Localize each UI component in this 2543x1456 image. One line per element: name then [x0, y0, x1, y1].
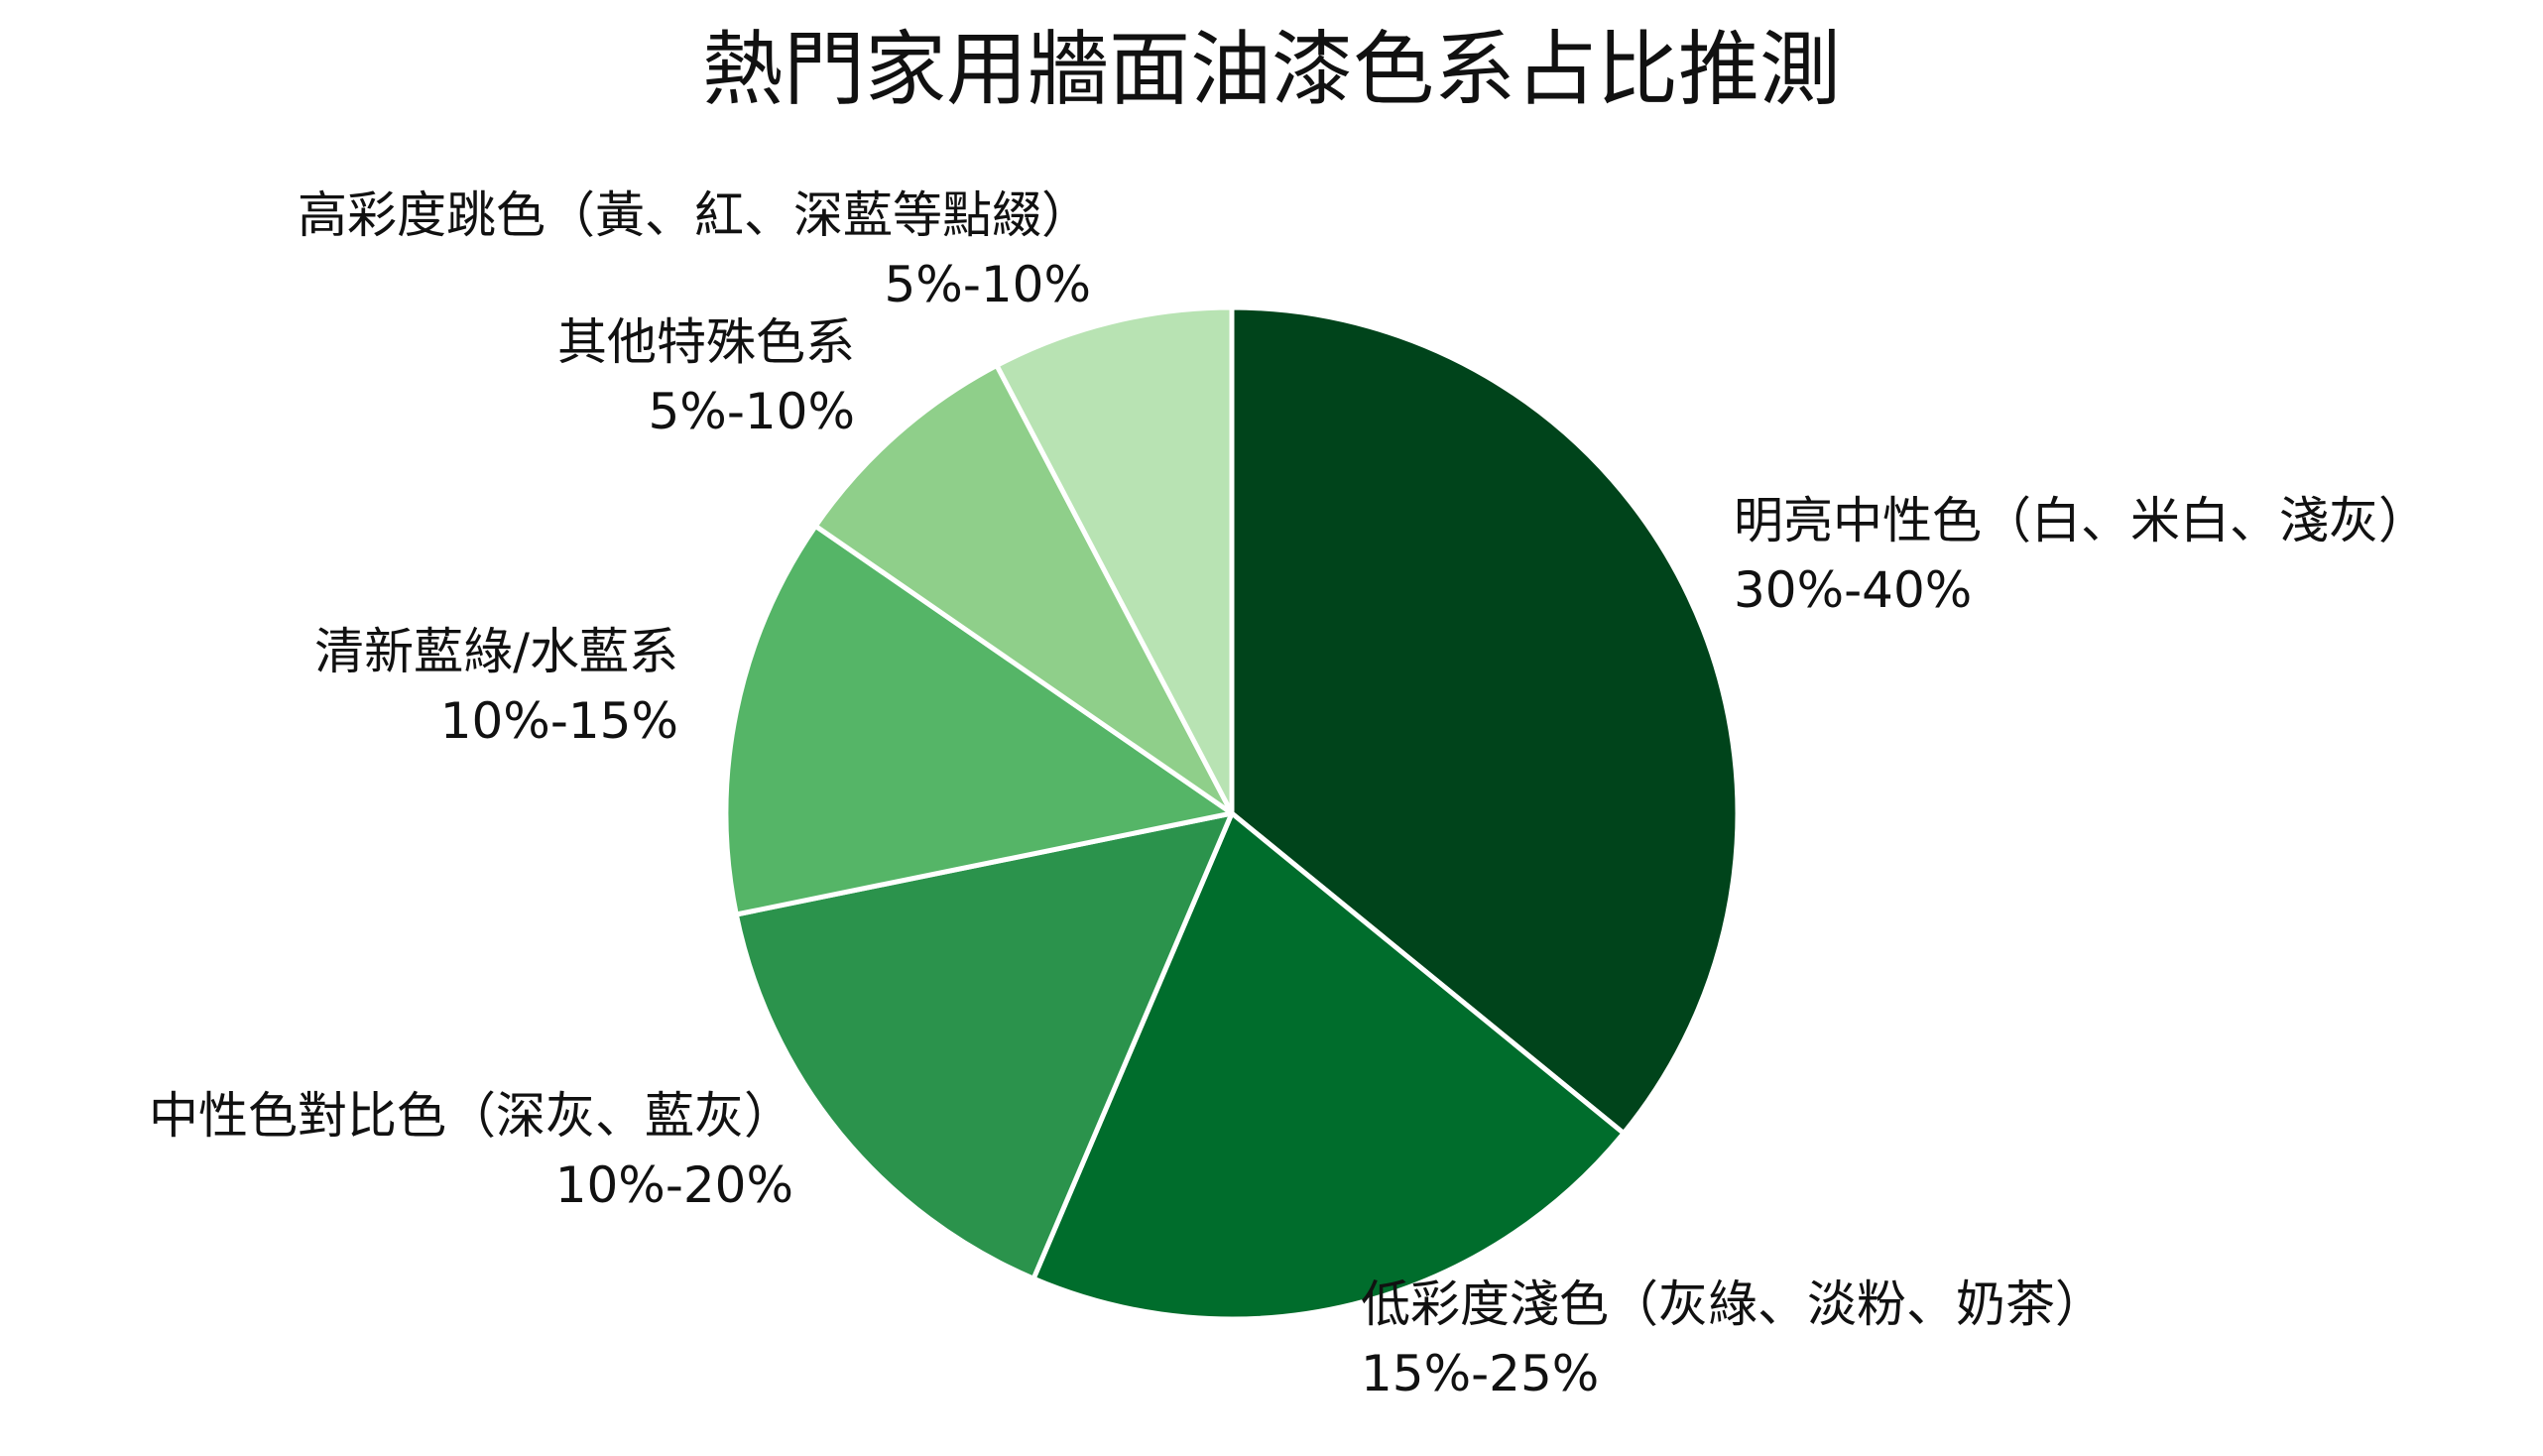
pie-slice — [723, 523, 1235, 917]
slice-range-label: 30%-40% — [1734, 561, 1972, 619]
slice-range-label: 5%-10% — [885, 256, 1092, 313]
slice-label: 高彩度跳色（黃、紅、深藍等點綴） — [298, 186, 1091, 244]
slice-range-label: 15%-25% — [1361, 1345, 1599, 1402]
pie-slice — [994, 304, 1235, 816]
slice-range-label: 10%-15% — [440, 692, 678, 750]
pie-slices — [723, 304, 1741, 1322]
chart-title: 熱門家用牆面油漆色系占比推測 — [702, 23, 1841, 117]
pie-slice — [1030, 810, 1627, 1322]
slice-label: 明亮中性色（白、米白、淺灰） — [1734, 492, 2428, 549]
slice-label: 低彩度淺色（灰綠、淡粉、奶茶） — [1361, 1275, 2105, 1333]
pie-slice — [733, 810, 1235, 1281]
pie-labels: 明亮中性色（白、米白、淺灰） 30%-40% 低彩度淺色（灰綠、淡粉、奶茶） 15%-… — [149, 186, 2428, 1402]
slice-range-label: 10%-20% — [555, 1156, 793, 1214]
slice-label: 中性色對比色（深灰、藍灰） — [149, 1087, 793, 1145]
pie-slice — [1229, 304, 1741, 1137]
slice-label: 清新藍綠/水藍系 — [314, 623, 678, 680]
pie-slice — [812, 362, 1235, 816]
slice-label: 其他特殊色系 — [557, 313, 855, 371]
slice-range-label: 5%-10% — [649, 383, 856, 440]
